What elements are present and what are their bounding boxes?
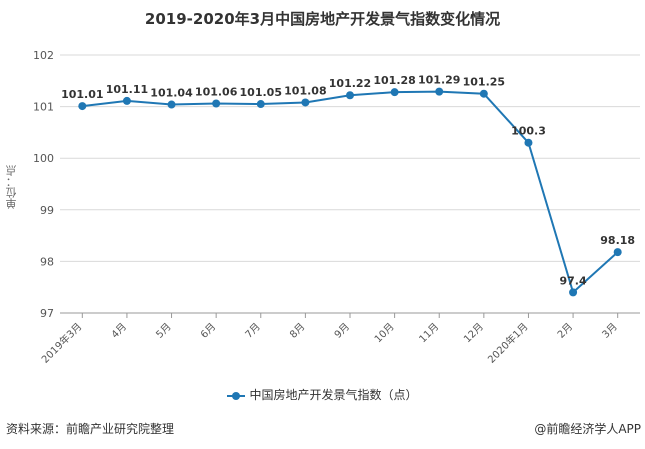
x-tick-label: 2月	[555, 321, 575, 341]
x-tick-label: 5月	[154, 321, 174, 341]
data-point	[301, 98, 310, 107]
x-tick-label: 11月	[417, 321, 442, 346]
data-label: 101.05	[240, 86, 282, 99]
data-label: 101.01	[61, 88, 103, 101]
data-label: 100.3	[511, 125, 546, 138]
data-label: 101.29	[418, 74, 460, 87]
x-tick-label: 12月	[461, 321, 486, 346]
data-label: 97.4	[560, 274, 587, 287]
x-tick-label: 7月	[243, 321, 263, 341]
x-tick-label: 2020年1月	[485, 320, 531, 366]
data-point	[78, 102, 87, 111]
data-point	[479, 89, 488, 98]
y-tick-label: 100	[33, 152, 54, 165]
legend: 中国房地产开发景气指数（点）	[0, 386, 645, 403]
data-point	[212, 99, 221, 108]
legend-marker-icon	[227, 391, 246, 401]
data-label: 101.11	[106, 83, 148, 96]
source-note: 资料来源：前瞻产业研究院整理	[6, 422, 175, 436]
x-tick-label: 6月	[198, 321, 218, 341]
y-tick-label: 98	[40, 255, 54, 268]
x-tick-label: 4月	[109, 321, 129, 341]
data-label: 98.18	[600, 234, 635, 247]
data-point	[346, 91, 354, 100]
data-point	[524, 138, 533, 147]
data-label: 101.25	[463, 76, 505, 89]
data-label: 101.06	[195, 86, 238, 99]
x-tick-label: 2019年3月	[39, 320, 85, 366]
x-tick-label: 9月	[332, 321, 352, 341]
x-tick-label: 3月	[600, 321, 620, 341]
y-tick-label: 102	[33, 49, 54, 62]
chart-title: 2019-2020年3月中国房地产开发景气指数变化情况	[144, 10, 501, 28]
data-point	[613, 248, 622, 257]
data-label: 101.22	[329, 77, 371, 90]
legend-label: 中国房地产开发景气指数（点）	[249, 388, 418, 402]
data-label: 101.08	[284, 84, 326, 97]
data-point	[256, 100, 265, 109]
credit-note: @前瞻经济学人APP	[534, 422, 641, 436]
x-tick-label: 8月	[287, 321, 307, 341]
data-point	[569, 288, 578, 297]
data-point	[122, 96, 131, 105]
line-chart: 97 98 99 100 101 102 2019年3月 4月 5月 6月 7月 8月 9月 10月 11月…	[33, 49, 640, 366]
data-label: 101.04	[150, 87, 193, 100]
series-line	[82, 90, 619, 295]
y-tick-label: 101	[33, 101, 54, 114]
data-point	[167, 100, 176, 109]
data-label: 101.28	[373, 74, 415, 87]
y-tick-label: 97	[40, 307, 54, 320]
data-point	[390, 88, 399, 97]
x-tick-label: 10月	[372, 321, 397, 346]
y-tick-label: 99	[40, 204, 54, 217]
data-point	[435, 87, 444, 96]
